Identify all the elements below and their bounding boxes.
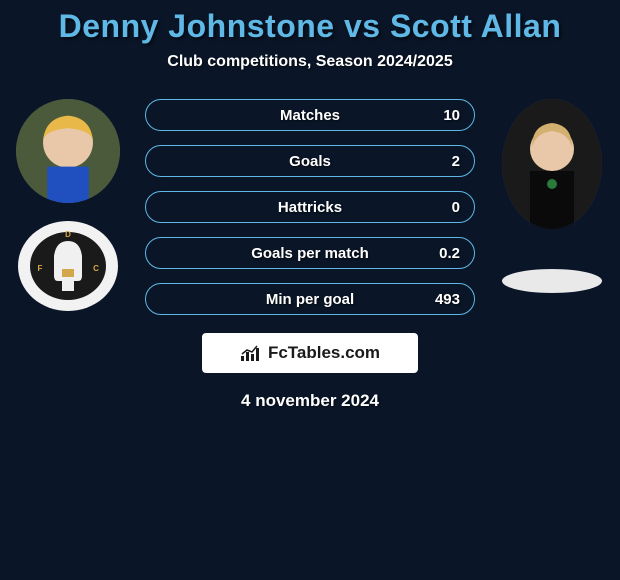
club-logo-left-svg: D F C	[18, 221, 118, 311]
right-player-column	[492, 99, 612, 293]
player-left-avatar-svg	[16, 99, 120, 203]
page-title: Denny Johnstone vs Scott Allan	[0, 8, 620, 45]
stat-value-right: 0	[452, 199, 460, 216]
player-right-photo	[502, 99, 602, 229]
stat-pill-min-per-goal: Min per goal 493	[145, 283, 475, 315]
stat-label: Matches	[280, 107, 340, 124]
branding-box: FcTables.com	[202, 333, 418, 373]
player-left-club-logo: D F C	[18, 221, 118, 311]
branding-text: FcTables.com	[268, 343, 380, 363]
subtitle: Club competitions, Season 2024/2025	[0, 53, 620, 71]
player-left-photo	[16, 99, 120, 203]
date-line: 4 november 2024	[136, 391, 484, 411]
svg-text:F: F	[38, 264, 43, 273]
stat-value-right: 10	[443, 107, 460, 124]
svg-text:D: D	[65, 230, 71, 239]
stat-pill-matches: Matches 10	[145, 99, 475, 131]
player-right-club-logo	[502, 269, 602, 293]
stat-value-right: 2	[452, 153, 460, 170]
stat-pill-hattricks: Hattricks 0	[145, 191, 475, 223]
stat-label: Min per goal	[266, 291, 354, 308]
stat-value-right: 493	[435, 291, 460, 308]
stat-label: Hattricks	[278, 199, 342, 216]
stats-column: Matches 10 Goals 2 Hattricks 0 Goals per…	[128, 99, 492, 411]
stat-pill-goals-per-match: Goals per match 0.2	[145, 237, 475, 269]
branding-chart-icon	[240, 344, 262, 362]
left-player-column: D F C	[8, 99, 128, 311]
player-right-avatar-svg	[502, 99, 602, 229]
stat-pill-goals: Goals 2	[145, 145, 475, 177]
main-row: D F C Matches 10 Goals 2 Hattricks 0 Goa…	[0, 99, 620, 411]
infographic-container: Denny Johnstone vs Scott Allan Club comp…	[0, 0, 620, 580]
stat-label: Goals	[289, 153, 331, 170]
svg-text:C: C	[93, 264, 99, 273]
stat-value-right: 0.2	[439, 245, 460, 262]
stat-label: Goals per match	[251, 245, 369, 262]
